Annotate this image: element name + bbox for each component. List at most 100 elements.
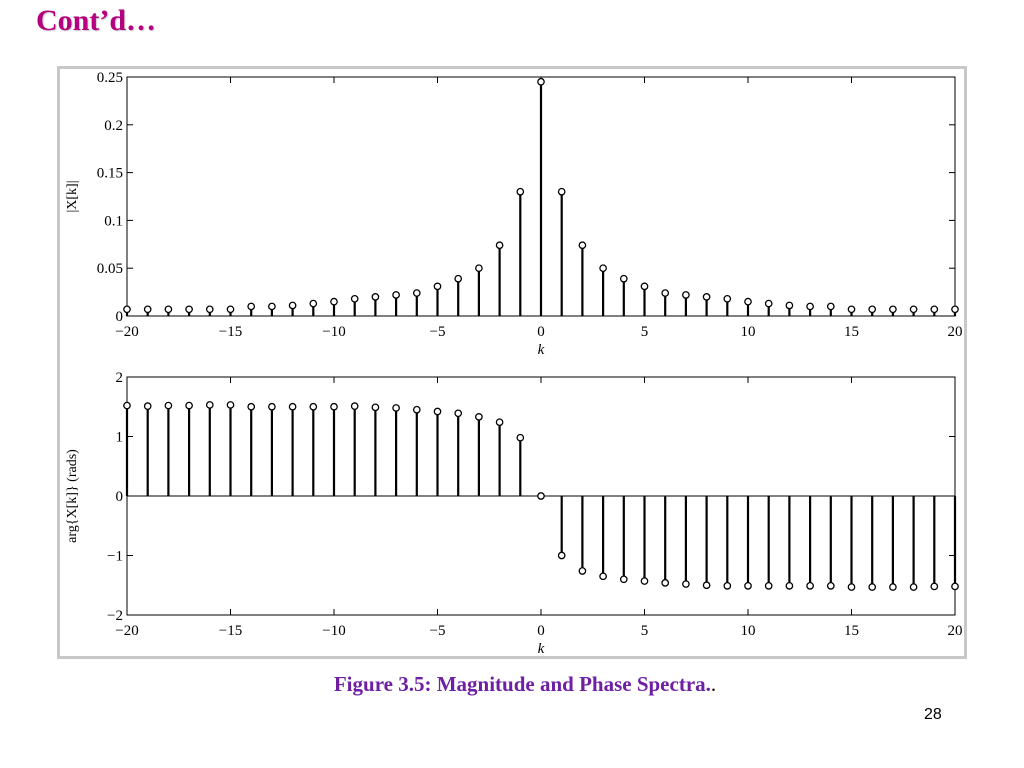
stem-marker — [226, 401, 235, 409]
y-tick-label: −2 — [107, 608, 123, 624]
stem-marker — [744, 297, 752, 306]
y-tick-label: 0 — [116, 309, 124, 325]
stem-marker — [640, 577, 649, 585]
stem-marker — [268, 302, 276, 311]
stem-marker — [785, 581, 794, 590]
stem-marker — [930, 305, 939, 314]
stem-marker — [143, 305, 152, 314]
stem-marker — [226, 305, 235, 314]
x-tick-label: 15 — [844, 623, 859, 639]
x-axis-label: k — [538, 641, 545, 657]
stem-marker — [702, 581, 711, 590]
stem-marker — [744, 581, 752, 590]
stem-marker — [640, 282, 649, 291]
page-number: 28 — [924, 706, 942, 723]
stem-marker — [371, 403, 380, 412]
stem-marker — [537, 492, 545, 500]
stem-marker — [495, 241, 504, 250]
stem-marker — [578, 567, 587, 575]
x-tick-label: −20 — [115, 324, 138, 340]
stem-marker — [826, 302, 835, 311]
x-tick-label: 10 — [741, 324, 756, 340]
stem-marker — [350, 294, 359, 303]
stem-marker — [764, 299, 773, 308]
x-tick-label: 0 — [537, 623, 545, 639]
stem-marker — [868, 305, 877, 314]
y-axis-label: |X[k]| — [65, 180, 80, 212]
stem-marker — [288, 301, 297, 310]
stem-marker — [350, 402, 359, 411]
stem-marker — [143, 402, 152, 411]
caption-trailing-dot: . — [710, 672, 717, 696]
stem-marker — [288, 402, 297, 411]
stem-marker — [723, 294, 732, 303]
y-tick-label: 0 — [116, 489, 124, 505]
stem-marker — [309, 402, 318, 411]
stem-marker — [599, 264, 607, 273]
stem-marker — [785, 301, 794, 310]
stem-marker — [537, 77, 545, 86]
stem-marker — [557, 551, 566, 560]
stem-marker — [433, 407, 442, 416]
stem-marker — [123, 401, 131, 410]
stem-marker — [454, 409, 463, 418]
y-tick-label: 0.2 — [104, 118, 123, 134]
stem-marker — [247, 302, 256, 311]
stem-marker — [578, 241, 587, 250]
slide-title: Cont’d… — [36, 4, 157, 37]
stem-marker — [951, 305, 959, 314]
stem-marker — [889, 583, 897, 591]
stem-marker — [930, 582, 939, 591]
stem-marker — [123, 305, 131, 314]
stem-marker — [661, 579, 670, 587]
stem-marker — [847, 305, 856, 314]
stem-marker — [951, 582, 959, 591]
x-tick-label: 5 — [641, 623, 649, 639]
stem-marker — [330, 297, 338, 306]
stem-marker — [495, 418, 504, 427]
stem-marker — [682, 291, 690, 299]
x-tick-label: 20 — [948, 324, 963, 340]
stem-marker — [454, 274, 463, 283]
stem-marker — [371, 293, 380, 301]
x-axis-label: k — [538, 342, 545, 358]
stem-marker — [806, 302, 814, 311]
stem-marker — [806, 581, 814, 590]
y-tick-label: 0.15 — [97, 166, 123, 182]
stem-marker — [433, 282, 442, 291]
y-axis-label: arg{X[k]} (rads) — [65, 449, 80, 543]
stem-marker — [268, 402, 276, 411]
y-tick-label: 1 — [116, 430, 124, 446]
x-tick-label: −15 — [219, 623, 242, 639]
stem-marker — [682, 580, 690, 588]
stem-marker — [723, 581, 732, 590]
x-tick-label: 0 — [537, 324, 545, 340]
stem-marker — [826, 581, 835, 590]
stem-marker — [909, 305, 918, 314]
stem-marker — [889, 305, 897, 314]
caption-text: Figure 3.5: Magnitude and Phase Spectra. — [333, 672, 711, 696]
x-tick-label: 20 — [948, 623, 963, 639]
stem-marker — [868, 583, 877, 591]
stem-marker — [205, 305, 214, 314]
stem-marker — [847, 583, 856, 591]
stem-marker — [247, 402, 256, 411]
y-tick-label: 0.25 — [97, 70, 123, 86]
stem-marker — [516, 433, 525, 442]
stem-marker — [619, 274, 628, 283]
stem-marker — [412, 405, 421, 414]
figure-caption: Figure 3.5: Magnitude and Phase Spectra.… — [0, 672, 1024, 697]
stem-marker — [619, 575, 628, 584]
y-tick-label: 0.05 — [97, 261, 123, 277]
stem-marker — [475, 264, 483, 273]
stem-marker — [909, 583, 918, 591]
x-tick-label: 5 — [641, 324, 649, 340]
stem-marker — [412, 289, 421, 297]
stem-marker — [392, 291, 400, 299]
x-tick-label: −5 — [430, 623, 446, 639]
stem-marker — [764, 581, 773, 590]
stem-marker — [164, 305, 173, 314]
stem-marker — [557, 187, 566, 196]
